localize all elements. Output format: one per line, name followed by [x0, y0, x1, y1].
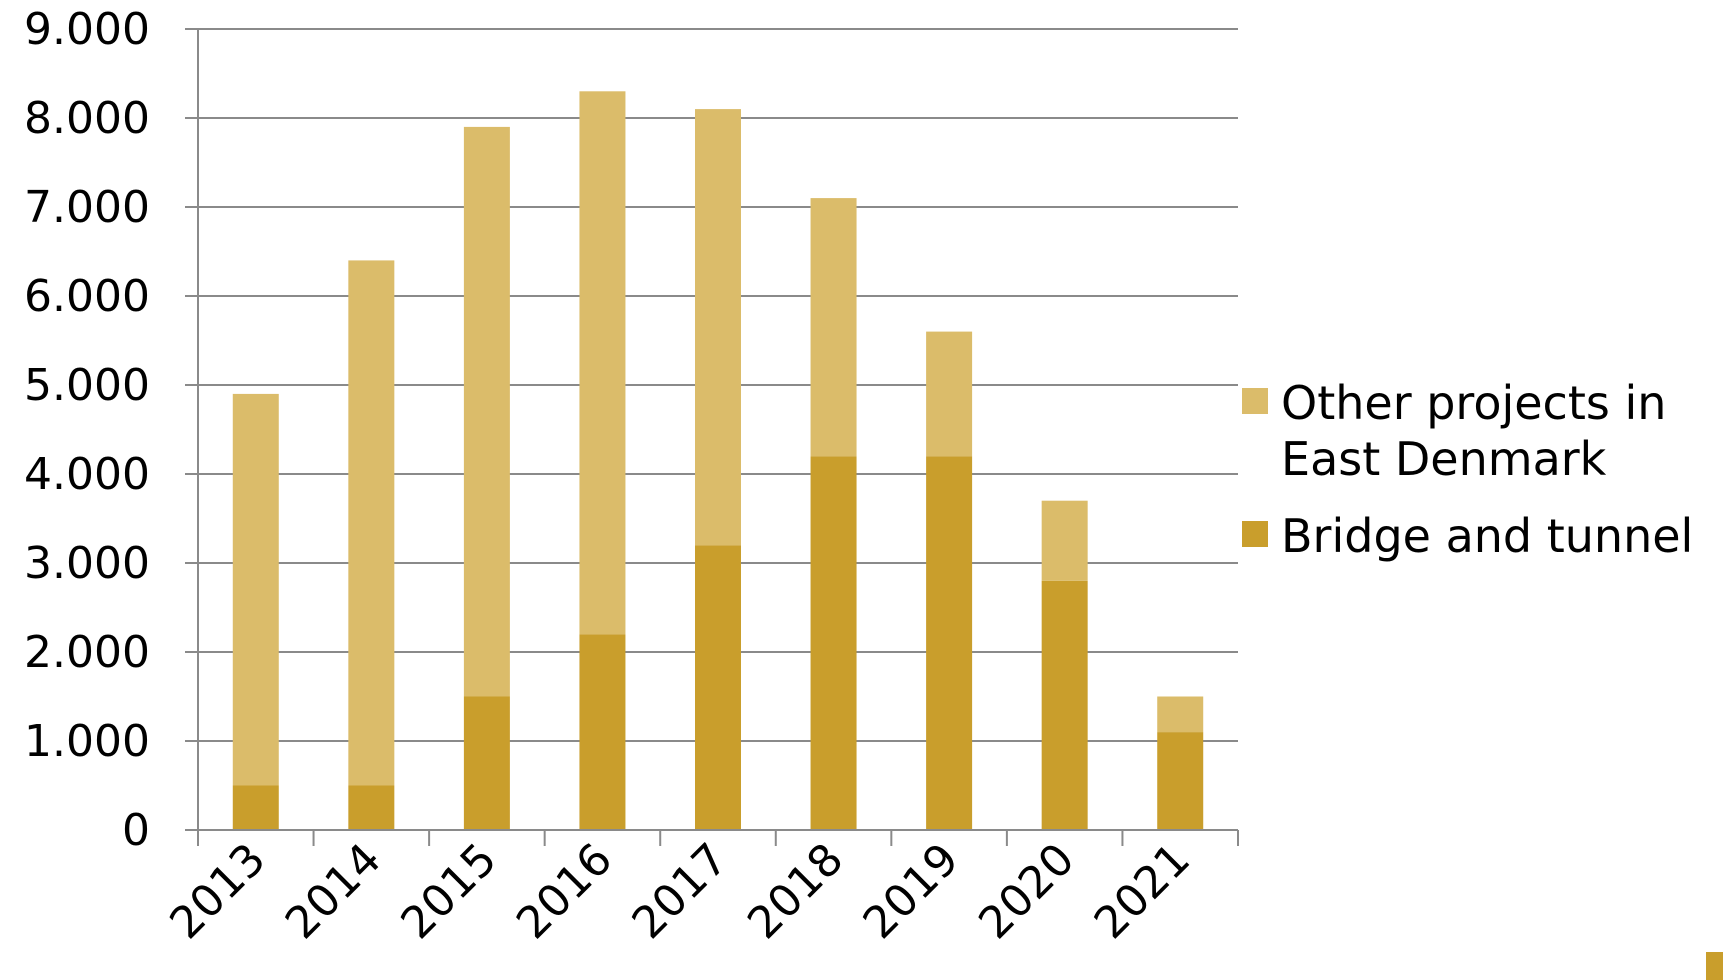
bar-bridge-and-tunnel [1157, 732, 1204, 830]
bar-other-projects [926, 331, 973, 457]
x-tick-label: 2021 [1085, 834, 1200, 949]
bar-other-projects [232, 393, 279, 786]
axes [197, 29, 1239, 846]
legend-swatch-bridge-and-tunnel [1242, 521, 1268, 547]
y-tick-label: 1.000 [24, 716, 150, 767]
y-tick-label: 8.000 [24, 93, 150, 144]
bar-bridge-and-tunnel [348, 785, 395, 830]
bar-bridge-and-tunnel [232, 785, 279, 830]
bar-other-projects [348, 260, 395, 786]
bar-other-projects [1041, 500, 1088, 581]
bar-other-projects [579, 91, 626, 635]
x-tick-label: 2015 [391, 834, 506, 949]
y-tick-label: 0 [122, 805, 150, 856]
y-tick-label: 4.000 [24, 449, 150, 500]
x-tick-label: 2014 [276, 834, 391, 949]
bars [232, 91, 1204, 830]
y-tick-label: 7.000 [24, 182, 150, 233]
legend-label-other-projects-line2: East Denmark [1281, 432, 1607, 486]
bar-bridge-and-tunnel [1041, 580, 1088, 830]
y-tick-label: 2.000 [24, 627, 150, 678]
bar-bridge-and-tunnel [579, 634, 626, 830]
corner-swatch [1706, 952, 1723, 980]
bar-bridge-and-tunnel [695, 545, 741, 830]
legend: Other projects in East Denmark Bridge an… [1242, 376, 1693, 563]
bar-bridge-and-tunnel [926, 456, 973, 830]
bar-bridge-and-tunnel [463, 696, 510, 830]
legend-label-other-projects-line1: Other projects in [1281, 376, 1666, 430]
y-tick-label: 3.000 [24, 538, 150, 589]
bar-bridge-and-tunnel [810, 456, 857, 830]
y-tick-label: 6.000 [24, 271, 150, 322]
x-tick-label: 2016 [507, 834, 622, 949]
x-tick-label: 2017 [623, 834, 738, 949]
legend-label-bridge-and-tunnel: Bridge and tunnel [1281, 509, 1693, 563]
y-tick-label: 5.000 [24, 360, 150, 411]
x-tick-labels: 2013 2014 2015 2016 2017 2018 2019 2020 2021 [160, 834, 1200, 949]
bar-other-projects [463, 126, 510, 697]
x-tick-label: 2018 [738, 834, 853, 949]
x-tick-label: 2013 [160, 834, 275, 949]
bar-other-projects [1157, 696, 1204, 733]
bar-other-projects [810, 198, 857, 457]
legend-swatch-other-projects [1242, 388, 1268, 414]
x-tick-label: 2020 [969, 834, 1084, 949]
bar-other-projects [695, 109, 741, 546]
y-tick-label: 9.000 [24, 4, 150, 55]
y-tick-labels: 0 1.000 2.000 3.000 4.000 5.000 6.000 7.000 8.00… [24, 4, 150, 856]
x-tick-label: 2019 [854, 834, 969, 949]
